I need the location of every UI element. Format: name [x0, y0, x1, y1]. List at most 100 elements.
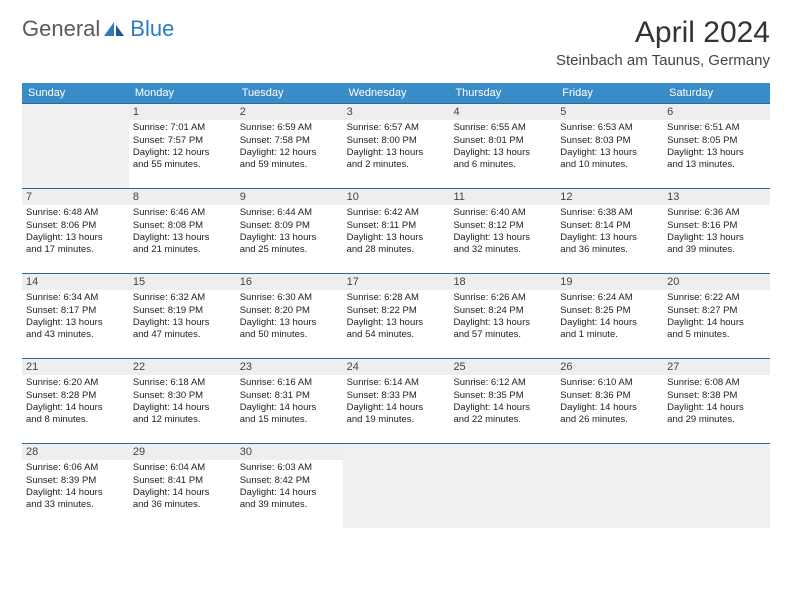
sunset-text: Sunset: 8:16 PM [667, 220, 766, 232]
sunset-text: Sunset: 8:08 PM [133, 220, 232, 232]
sunrise-text: Sunrise: 6:08 AM [667, 377, 766, 389]
daylight2-text: and 10 minutes. [560, 159, 659, 171]
daylight2-text: and 33 minutes. [26, 499, 125, 511]
sunset-text: Sunset: 8:03 PM [560, 135, 659, 147]
daylight2-text: and 57 minutes. [453, 329, 552, 341]
day-header: Tuesday [236, 83, 343, 103]
sunrise-text: Sunrise: 6:40 AM [453, 207, 552, 219]
sunset-text: Sunset: 8:00 PM [347, 135, 446, 147]
calendar-cell-empty [343, 444, 450, 528]
daylight1-text: Daylight: 12 hours [240, 147, 339, 159]
calendar-cell: 4Sunrise: 6:55 AMSunset: 8:01 PMDaylight… [449, 104, 556, 188]
calendar-cell-empty [449, 444, 556, 528]
sunrise-text: Sunrise: 6:22 AM [667, 292, 766, 304]
daylight1-text: Daylight: 14 hours [453, 402, 552, 414]
sunrise-text: Sunrise: 6:36 AM [667, 207, 766, 219]
day-number: 10 [343, 189, 450, 205]
daylight1-text: Daylight: 13 hours [453, 147, 552, 159]
day-number: 14 [22, 274, 129, 290]
daylight2-text: and 36 minutes. [560, 244, 659, 256]
sunset-text: Sunset: 8:27 PM [667, 305, 766, 317]
sunset-text: Sunset: 8:20 PM [240, 305, 339, 317]
sunrise-text: Sunrise: 6:28 AM [347, 292, 446, 304]
daylight2-text: and 32 minutes. [453, 244, 552, 256]
daylight1-text: Daylight: 13 hours [560, 147, 659, 159]
daylight2-text: and 59 minutes. [240, 159, 339, 171]
calendar-cell: 18Sunrise: 6:26 AMSunset: 8:24 PMDayligh… [449, 274, 556, 358]
sunrise-text: Sunrise: 6:14 AM [347, 377, 446, 389]
daylight1-text: Daylight: 13 hours [347, 147, 446, 159]
daylight2-text: and 50 minutes. [240, 329, 339, 341]
daylight2-text: and 39 minutes. [240, 499, 339, 511]
daylight1-text: Daylight: 13 hours [667, 147, 766, 159]
calendar-cell: 26Sunrise: 6:10 AMSunset: 8:36 PMDayligh… [556, 359, 663, 443]
daylight2-text: and 5 minutes. [667, 329, 766, 341]
daylight2-text: and 13 minutes. [667, 159, 766, 171]
logo-text-blue: Blue [130, 16, 174, 42]
daylight1-text: Daylight: 13 hours [133, 232, 232, 244]
daylight1-text: Daylight: 14 hours [347, 402, 446, 414]
day-header: Friday [556, 83, 663, 103]
calendar-row: 7Sunrise: 6:48 AMSunset: 8:06 PMDaylight… [22, 188, 770, 273]
day-number: 13 [663, 189, 770, 205]
sunset-text: Sunset: 8:31 PM [240, 390, 339, 402]
logo-sail-icon [102, 20, 128, 38]
sunset-text: Sunset: 8:42 PM [240, 475, 339, 487]
sunset-text: Sunset: 8:28 PM [26, 390, 125, 402]
daylight1-text: Daylight: 14 hours [26, 487, 125, 499]
daylight2-text: and 26 minutes. [560, 414, 659, 426]
day-number: 3 [343, 104, 450, 120]
calendar-cell: 8Sunrise: 6:46 AMSunset: 8:08 PMDaylight… [129, 189, 236, 273]
sunrise-text: Sunrise: 6:53 AM [560, 122, 659, 134]
sunrise-text: Sunrise: 6:30 AM [240, 292, 339, 304]
daylight1-text: Daylight: 14 hours [240, 487, 339, 499]
calendar-cell: 16Sunrise: 6:30 AMSunset: 8:20 PMDayligh… [236, 274, 343, 358]
daylight1-text: Daylight: 13 hours [240, 232, 339, 244]
daylight1-text: Daylight: 13 hours [560, 232, 659, 244]
daylight2-text: and 15 minutes. [240, 414, 339, 426]
day-number: 28 [22, 444, 129, 460]
daylight2-text: and 47 minutes. [133, 329, 232, 341]
day-number: 6 [663, 104, 770, 120]
day-number: 7 [22, 189, 129, 205]
sunrise-text: Sunrise: 6:24 AM [560, 292, 659, 304]
daylight2-text: and 36 minutes. [133, 499, 232, 511]
day-number: 19 [556, 274, 663, 290]
calendar-cell: 27Sunrise: 6:08 AMSunset: 8:38 PMDayligh… [663, 359, 770, 443]
sunrise-text: Sunrise: 6:26 AM [453, 292, 552, 304]
calendar-cell: 14Sunrise: 6:34 AMSunset: 8:17 PMDayligh… [22, 274, 129, 358]
calendar-cell: 3 Sunrise: 6:57 AMSunset: 8:00 PMDaylight… [343, 104, 450, 188]
daylight2-text: and 43 minutes. [26, 329, 125, 341]
day-number: 22 [129, 359, 236, 375]
sunset-text: Sunset: 8:12 PM [453, 220, 552, 232]
daylight1-text: Daylight: 13 hours [453, 232, 552, 244]
daylight2-text: and 19 minutes. [347, 414, 446, 426]
calendar-cell: 7Sunrise: 6:48 AMSunset: 8:06 PMDaylight… [22, 189, 129, 273]
sunrise-text: Sunrise: 6:16 AM [240, 377, 339, 389]
sunrise-text: Sunrise: 6:38 AM [560, 207, 659, 219]
day-number: 18 [449, 274, 556, 290]
day-number: 9 [236, 189, 343, 205]
daylight2-text: and 55 minutes. [133, 159, 232, 171]
calendar-cell: 20Sunrise: 6:22 AMSunset: 8:27 PMDayligh… [663, 274, 770, 358]
daylight1-text: Daylight: 13 hours [347, 317, 446, 329]
calendar-cell: 29Sunrise: 6:04 AMSunset: 8:41 PMDayligh… [129, 444, 236, 528]
daylight1-text: Daylight: 14 hours [133, 487, 232, 499]
title-block: April 2024 Steinbach am Taunus, Germany [556, 16, 770, 69]
calendar-cell: 2Sunrise: 6:59 AMSunset: 7:58 PMDaylight… [236, 104, 343, 188]
sunset-text: Sunset: 8:06 PM [26, 220, 125, 232]
calendar-cell: 13Sunrise: 6:36 AMSunset: 8:16 PMDayligh… [663, 189, 770, 273]
daylight2-text: and 29 minutes. [667, 414, 766, 426]
page-title: April 2024 [556, 16, 770, 50]
day-header: Wednesday [343, 83, 450, 103]
calendar-cell: 11Sunrise: 6:40 AMSunset: 8:12 PMDayligh… [449, 189, 556, 273]
sunrise-text: Sunrise: 6:57 AM [347, 122, 446, 134]
calendar-cell-empty [556, 444, 663, 528]
sunset-text: Sunset: 8:22 PM [347, 305, 446, 317]
daylight1-text: Daylight: 12 hours [133, 147, 232, 159]
day-number: 27 [663, 359, 770, 375]
calendar-header-row: SundayMondayTuesdayWednesdayThursdayFrid… [22, 83, 770, 103]
daylight2-text: and 8 minutes. [26, 414, 125, 426]
day-number: 1 [129, 104, 236, 120]
day-number: 4 [449, 104, 556, 120]
